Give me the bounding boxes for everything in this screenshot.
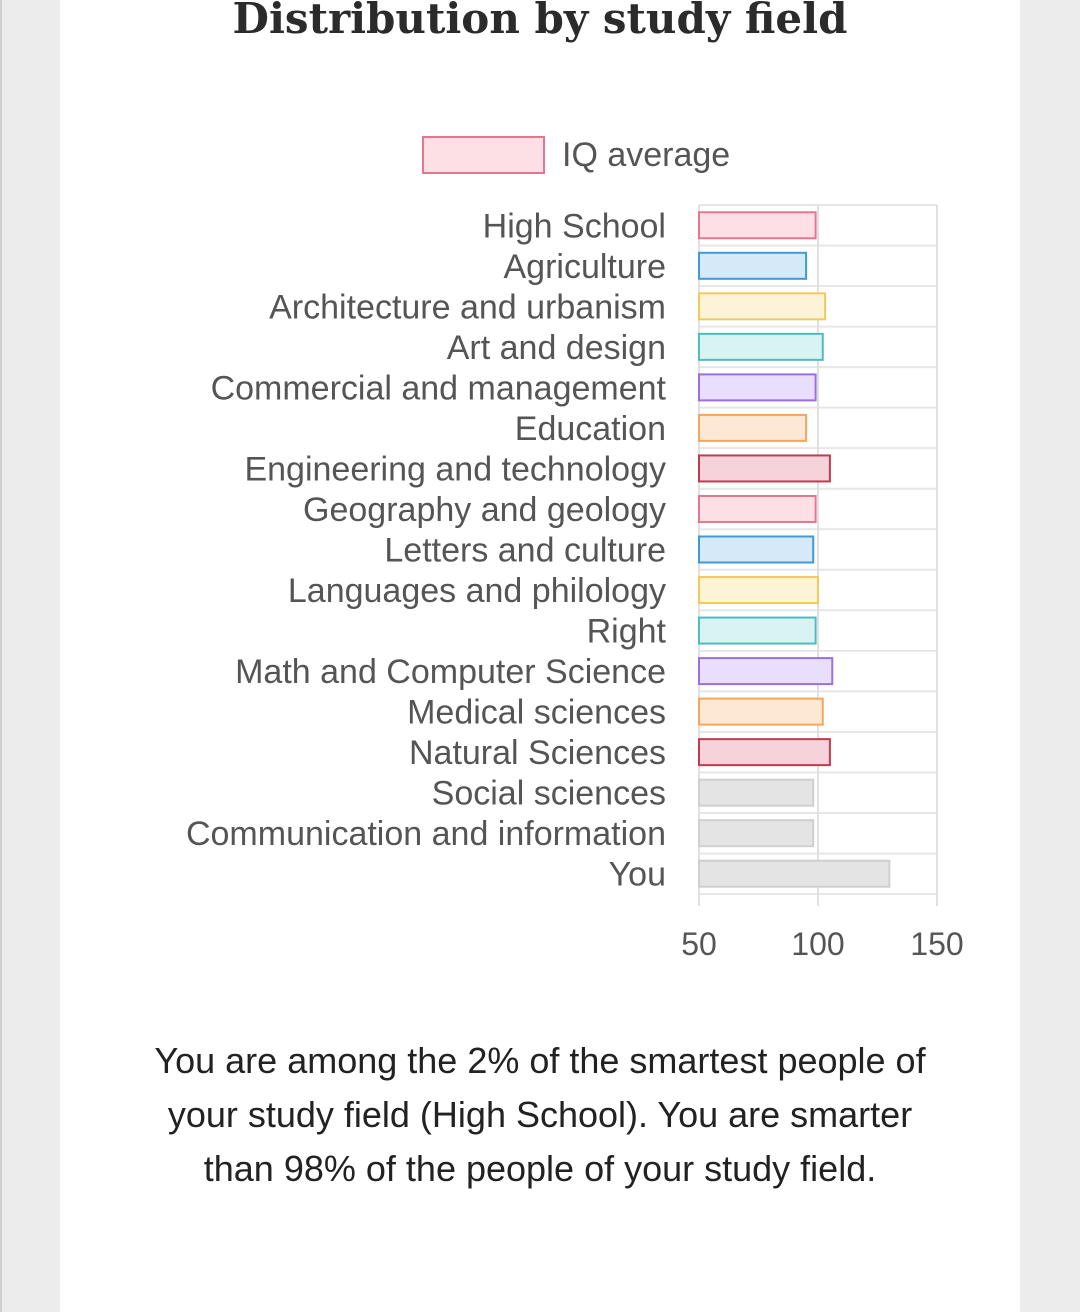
result-message: You are among the 2% of the smartest peo… [154, 1040, 926, 1189]
page-edge-line [0, 0, 2, 1312]
x-tick-label: 50 [681, 926, 717, 962]
bar [698, 211, 817, 240]
page-title: Distribution by study field [232, 0, 848, 43]
category-label: Math and Computer Science [235, 653, 666, 691]
bar [698, 738, 831, 767]
bar [698, 778, 815, 807]
category-label: You [609, 856, 666, 894]
bar [698, 332, 824, 361]
legend-label: IQ average [562, 136, 730, 174]
result-card [60, 0, 1020, 1312]
bar [698, 454, 831, 483]
x-tick-label: 100 [791, 926, 844, 962]
category-label: Social sciences [432, 775, 666, 813]
bar [698, 616, 817, 645]
x-tick-label: 150 [910, 926, 963, 962]
category-label: Geography and geology [303, 491, 666, 529]
legend: IQ average [422, 136, 730, 174]
category-label: Right [587, 613, 667, 651]
bar [698, 535, 815, 564]
bar [698, 697, 824, 726]
bar [698, 657, 834, 686]
category-label: Commercial and management [211, 369, 667, 407]
category-label: Architecture and urbanism [269, 288, 666, 326]
category-label: Art and design [447, 329, 666, 367]
category-label: Natural Sciences [409, 734, 666, 772]
category-label: Languages and philology [288, 572, 666, 610]
bar [698, 576, 819, 605]
category-label: Medical sciences [407, 694, 666, 732]
legend-swatch [422, 136, 545, 174]
bar [698, 413, 808, 442]
bar [698, 494, 817, 523]
bar [698, 373, 817, 402]
category-label: Education [515, 410, 666, 448]
category-label: Communication and information [186, 815, 666, 853]
category-label: Letters and culture [384, 532, 666, 570]
category-label: Agriculture [503, 248, 666, 286]
study-field-bar-chart: IQ average High SchoolAgricultureArchitec… [186, 136, 964, 962]
bar [698, 292, 827, 321]
category-label: High School [483, 207, 666, 245]
bar [698, 819, 815, 848]
bar [698, 859, 891, 888]
category-label: Engineering and technology [244, 450, 666, 488]
bar [698, 251, 808, 280]
